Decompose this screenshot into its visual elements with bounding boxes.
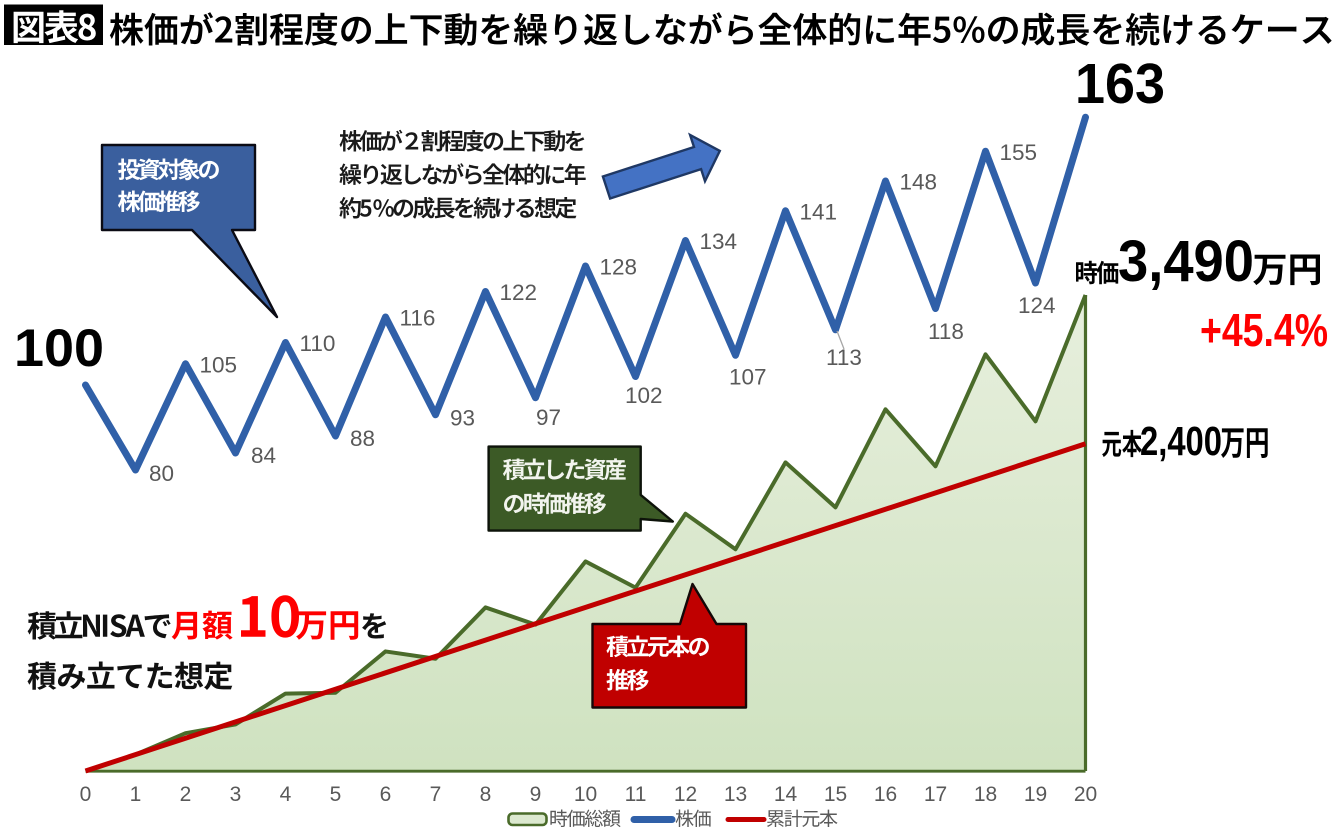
svg-text:163: 163 [1075, 52, 1165, 116]
svg-text:1: 1 [130, 783, 142, 806]
svg-text:6: 6 [380, 783, 392, 806]
svg-text:15: 15 [824, 783, 847, 806]
svg-text:107: 107 [729, 365, 767, 390]
svg-text:18: 18 [974, 783, 997, 806]
svg-text:100: 100 [14, 319, 104, 378]
svg-text:13: 13 [724, 783, 747, 806]
svg-text:3,490: 3,490 [1118, 229, 1254, 294]
svg-text:11: 11 [625, 783, 647, 806]
svg-text:141: 141 [800, 199, 838, 224]
svg-text:4: 4 [280, 783, 292, 806]
svg-text:17: 17 [924, 783, 947, 806]
svg-text:80: 80 [149, 461, 174, 486]
svg-text:102: 102 [625, 383, 663, 408]
svg-text:16: 16 [874, 783, 897, 806]
svg-text:93: 93 [450, 406, 475, 431]
svg-text:2: 2 [180, 783, 192, 806]
svg-text:148: 148 [900, 170, 938, 195]
svg-text:+45.4%: +45.4% [1200, 304, 1328, 356]
svg-text:0: 0 [80, 783, 92, 806]
svg-text:113: 113 [826, 345, 862, 370]
svg-text:110: 110 [300, 331, 336, 356]
svg-text:134: 134 [700, 229, 738, 254]
svg-text:155: 155 [1000, 140, 1038, 165]
svg-text:10: 10 [574, 783, 597, 806]
svg-text:9: 9 [530, 783, 542, 806]
svg-text:116: 116 [400, 306, 436, 331]
svg-text:124: 124 [1018, 293, 1056, 318]
svg-text:128: 128 [600, 255, 638, 280]
svg-text:105: 105 [200, 352, 238, 377]
svg-text:20: 20 [1074, 783, 1097, 806]
svg-text:8: 8 [480, 783, 492, 806]
svg-text:14: 14 [774, 783, 798, 806]
svg-text:5: 5 [330, 783, 342, 806]
svg-text:7: 7 [430, 783, 442, 806]
svg-text:88: 88 [350, 426, 375, 451]
svg-text:84: 84 [251, 443, 276, 468]
svg-text:2,400: 2,400 [1140, 418, 1222, 464]
svg-text:19: 19 [1024, 783, 1047, 806]
svg-text:122: 122 [500, 280, 538, 305]
svg-text:118: 118 [928, 319, 964, 344]
svg-text:3: 3 [230, 783, 242, 806]
svg-text:97: 97 [536, 405, 561, 430]
svg-text:12: 12 [674, 783, 697, 806]
